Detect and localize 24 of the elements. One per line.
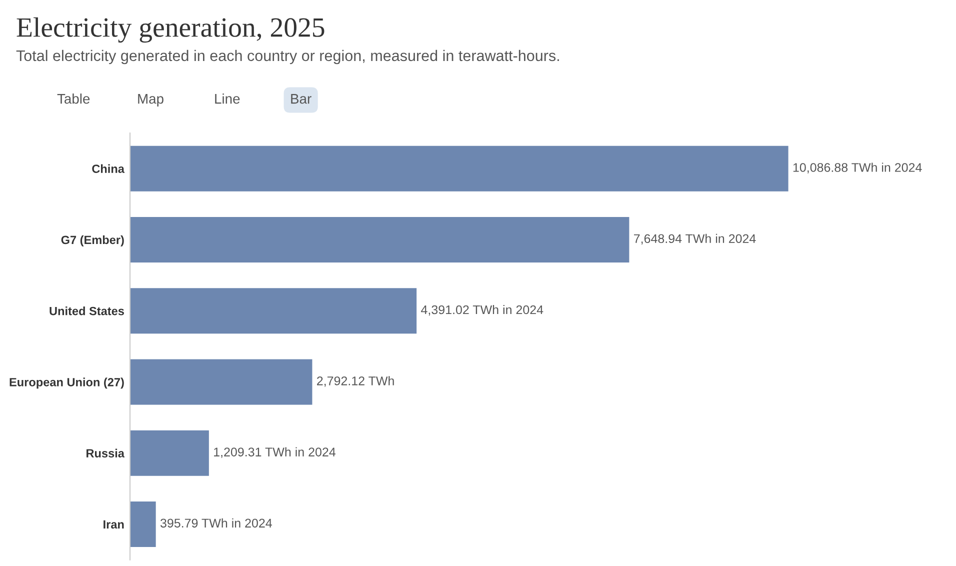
y-tick-label: European Union (27) bbox=[10, 378, 124, 389]
y-tick-label: United States bbox=[50, 306, 124, 316]
data-label: 4,391.02 TWh in 2024 bbox=[421, 305, 544, 316]
y-tick-label: Iran bbox=[104, 520, 124, 529]
bar bbox=[130, 288, 417, 334]
data-label: 10,086.88 TWh in 2024 bbox=[793, 162, 922, 174]
chart-subtitle: Total electricity generated in each country or region, measured in terawatt-hours. bbox=[16, 50, 559, 64]
data-label: 2,792.12 TWh bbox=[317, 376, 394, 387]
chart-title: Electricity generation, 2025 bbox=[16, 17, 324, 43]
y-tick-label: G7 (Ember) bbox=[61, 235, 124, 246]
text: Bar bbox=[291, 94, 312, 104]
text: Map bbox=[138, 94, 164, 106]
data-label: 395.79 TWh in 2024 bbox=[160, 518, 272, 528]
y-tick-label: Russia bbox=[86, 448, 125, 458]
text: Line bbox=[215, 94, 240, 104]
y-tick-label: China bbox=[92, 164, 125, 173]
bar bbox=[130, 146, 788, 192]
text: Table bbox=[57, 94, 90, 104]
bar bbox=[130, 430, 209, 476]
data-label: 7,648.94 TWh in 2024 bbox=[634, 234, 756, 245]
bar bbox=[130, 216, 630, 262]
bar bbox=[130, 501, 156, 547]
bar bbox=[130, 359, 312, 405]
data-label: 1,209.31 TWh in 2024 bbox=[214, 447, 336, 458]
